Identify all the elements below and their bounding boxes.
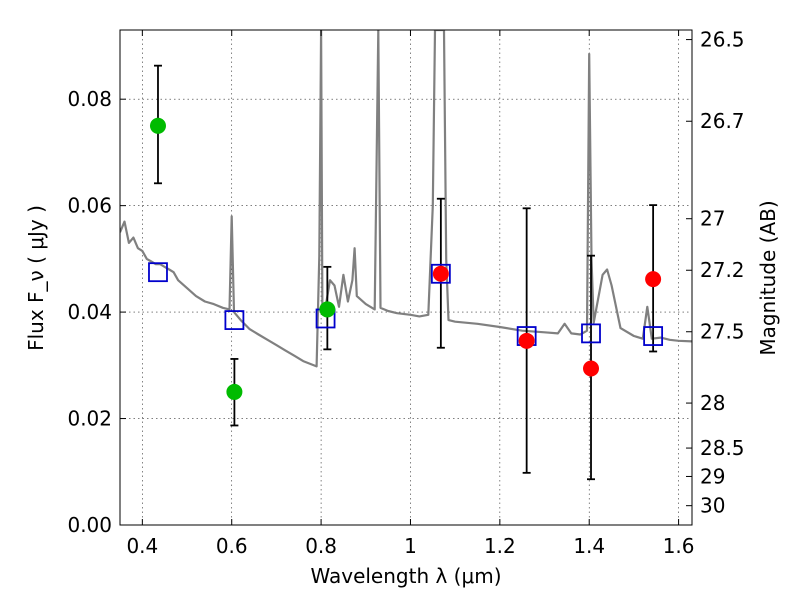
x-tick-label: 1 xyxy=(404,534,417,558)
magnitude-tick-label: 27 xyxy=(700,207,725,231)
model-photometry-square xyxy=(224,310,245,330)
model-photometry-square xyxy=(430,263,451,284)
x-tick-label: 1.4 xyxy=(573,534,605,558)
x-tick-label: 1.6 xyxy=(663,534,695,558)
y-tick-label: 0.04 xyxy=(67,300,112,324)
x-axis-label: Wavelength λ (μm) xyxy=(310,564,501,588)
observed-point xyxy=(518,332,535,349)
y-axis-left-label: Flux F_ν ( μJy ) xyxy=(24,205,48,351)
y-tick-label: 0.02 xyxy=(67,407,112,431)
magnitude-tick-label: 28.5 xyxy=(700,436,745,460)
plot-frame xyxy=(119,29,693,526)
axis-ticks: 0.4 0.6 0.8 1 1.2 1.4 1.6 0.00 0.02 0.04 0.06 0.08 2… xyxy=(67,28,744,558)
observed-point xyxy=(432,265,449,282)
observed-point xyxy=(583,360,600,377)
x-tick-label: 1.2 xyxy=(484,534,516,558)
magnitude-tick-label: 26.7 xyxy=(700,109,745,133)
observed-point xyxy=(319,301,336,318)
magnitude-tick-label: 28 xyxy=(700,391,725,415)
model-photometry-square xyxy=(643,326,664,346)
observed-point xyxy=(226,383,243,400)
observed-point xyxy=(149,117,166,134)
model-spectrum-line xyxy=(120,30,692,368)
x-tick-label: 0.8 xyxy=(305,534,337,558)
y-tick-label: 0.00 xyxy=(67,513,112,537)
model-spectrum-layer xyxy=(120,30,692,368)
observed-photometry-markers xyxy=(149,117,662,400)
y-tick-label: 0.06 xyxy=(67,194,112,218)
magnitude-tick-label: 29 xyxy=(700,464,725,488)
model-photometry-square xyxy=(581,323,601,344)
magnitude-tick-label: 30 xyxy=(700,494,725,518)
y-tick-label: 0.08 xyxy=(67,87,112,111)
magnitude-tick-label: 27.5 xyxy=(700,320,745,344)
x-tick-label: 0.6 xyxy=(216,534,248,558)
magnitude-tick-label: 26.5 xyxy=(700,28,745,52)
y-axis-right-label: Magnitude (AB) xyxy=(756,200,780,355)
model-photometry-square xyxy=(148,262,168,283)
observed-point xyxy=(645,271,662,288)
x-tick-label: 0.4 xyxy=(126,534,158,558)
magnitude-tick-label: 27.2 xyxy=(700,258,745,282)
